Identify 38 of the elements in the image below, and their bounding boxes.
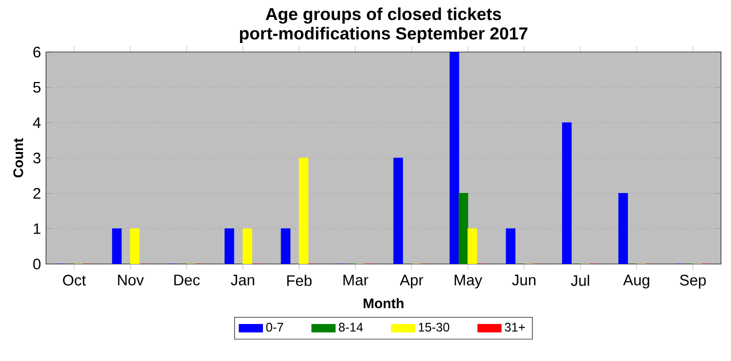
x-tick-label: Aug — [623, 274, 650, 288]
legend-label: 8-14 — [338, 322, 363, 332]
bar — [112, 228, 122, 264]
bar — [468, 228, 478, 264]
x-tick-label: Jul — [570, 274, 590, 286]
x-tick-label: Mar — [344, 274, 368, 286]
legend-label: 15-30 — [418, 322, 450, 332]
y-axis-title: Count — [13, 138, 24, 178]
x-tick-label: Jan — [230, 274, 254, 286]
x-tick-label: Sep — [680, 274, 706, 289]
bar — [506, 228, 516, 264]
x-tick-label: Feb — [287, 274, 312, 286]
x-axis-title: Month — [364, 298, 404, 308]
x-tick-label: Nov — [118, 274, 144, 286]
y-tick-label: 4 — [32, 117, 41, 128]
y-tick-label: 5 — [33, 82, 40, 93]
x-tick-label: Oct — [63, 274, 86, 286]
x-tick-label: May — [454, 274, 482, 288]
y-tick-label: 1 — [34, 223, 40, 234]
y-tick-label: 6 — [33, 46, 40, 58]
bar — [562, 122, 572, 264]
x-tick-label: Apr — [400, 274, 424, 288]
bar — [618, 193, 628, 264]
y-tick-label: 0 — [33, 258, 40, 270]
bar — [280, 228, 290, 264]
x-tick-label: Jun — [512, 274, 536, 286]
y-tick-label: 3 — [33, 152, 40, 164]
bar — [242, 228, 252, 264]
x-tick-label: Dec — [174, 274, 200, 286]
y-tick-label: 2 — [33, 188, 40, 199]
bar — [224, 228, 234, 264]
bar — [450, 52, 460, 264]
bar — [130, 228, 140, 264]
chart-title: Age groups of closed tickets port-modifications September 2017 — [240, 7, 528, 43]
legend-label: 31+ — [504, 322, 525, 332]
bar — [298, 158, 308, 264]
legend-label: 0-7 — [266, 322, 284, 332]
bar — [393, 158, 403, 264]
